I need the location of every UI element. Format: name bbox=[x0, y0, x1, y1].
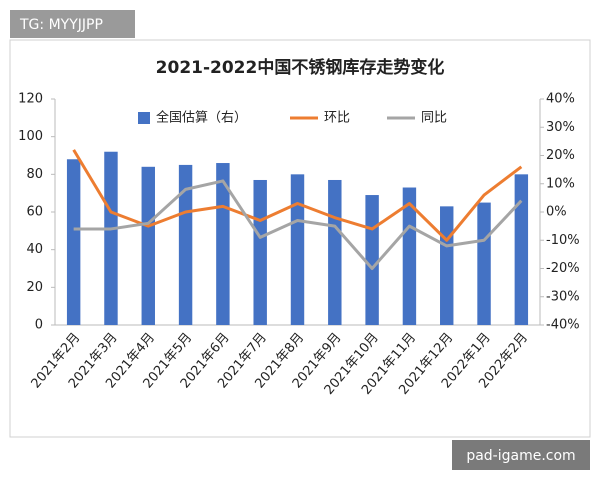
bar bbox=[477, 202, 491, 325]
y2-tick-label: 10% bbox=[546, 176, 575, 191]
watermark: pad-igame.com bbox=[466, 448, 575, 464]
y2-tick-label: -10% bbox=[546, 233, 580, 248]
bar bbox=[66, 159, 81, 325]
bar bbox=[290, 174, 305, 325]
y-tick-label: 40 bbox=[26, 242, 43, 257]
legend-label: 同比 bbox=[421, 111, 447, 126]
y-tick-label: 80 bbox=[26, 167, 43, 182]
y2-tick-label: -20% bbox=[546, 261, 580, 276]
legend-swatch bbox=[138, 112, 150, 124]
bar bbox=[253, 179, 267, 325]
watermark-box bbox=[10, 10, 135, 38]
legend-label: 环比 bbox=[324, 111, 350, 126]
line bbox=[73, 179, 523, 270]
bar bbox=[216, 163, 230, 325]
y2-tick-label: 0% bbox=[546, 205, 567, 220]
y2-tick-label: -30% bbox=[546, 289, 580, 304]
y2-tick-label: 40% bbox=[546, 92, 575, 107]
bar bbox=[178, 164, 193, 325]
y-tick-label: 0 bbox=[35, 318, 43, 333]
y-tick-label: 120 bbox=[18, 92, 43, 107]
line bbox=[72, 149, 523, 242]
bar bbox=[440, 206, 454, 325]
legend-label: 全国估算（右） bbox=[156, 110, 247, 126]
watermark-box bbox=[452, 440, 590, 470]
bar bbox=[104, 151, 118, 325]
chart-title: 2021-2022中国不锈钢库存走势变化 bbox=[156, 57, 445, 78]
bar bbox=[141, 166, 155, 325]
bar bbox=[402, 187, 417, 325]
y2-tick-label: 30% bbox=[546, 120, 575, 135]
bar bbox=[328, 179, 342, 325]
watermark: TG: MYYJJPP bbox=[19, 17, 103, 33]
bar bbox=[365, 195, 379, 325]
y2-tick-label: 20% bbox=[546, 148, 575, 163]
y-tick-label: 60 bbox=[26, 205, 43, 220]
y-tick-label: 20 bbox=[26, 280, 43, 295]
y-tick-label: 100 bbox=[18, 129, 43, 144]
bar bbox=[514, 174, 529, 325]
y2-tick-label: -40% bbox=[546, 318, 580, 333]
